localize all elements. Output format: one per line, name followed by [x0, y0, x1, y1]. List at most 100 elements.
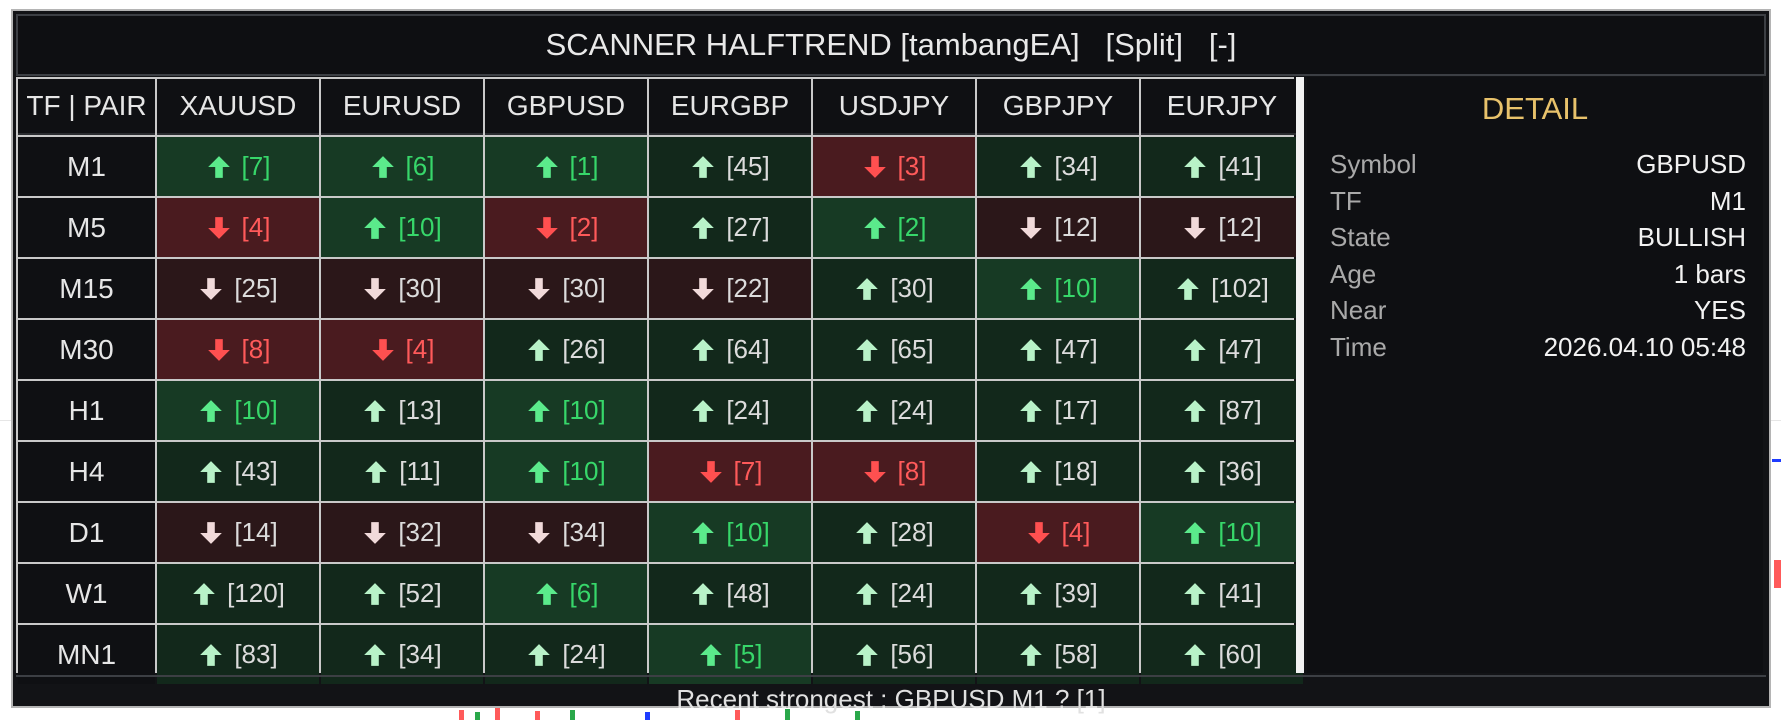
signal-cell[interactable]: [10]: [321, 198, 483, 257]
signal-age: [43]: [234, 456, 278, 486]
signal-cell[interactable]: [27]: [649, 198, 811, 257]
signal-cell[interactable]: [30]: [813, 259, 975, 318]
detail-value: M1: [1709, 185, 1746, 216]
signal-cell[interactable]: [102]: [1141, 259, 1303, 318]
signal-cell[interactable]: [10]: [977, 259, 1139, 318]
signal-cell[interactable]: [17]: [977, 381, 1139, 440]
detail-label: State: [1330, 222, 1391, 252]
signal-cell[interactable]: [24]: [649, 381, 811, 440]
signal-cell[interactable]: [8]: [813, 442, 975, 501]
signal-cell[interactable]: [4]: [157, 198, 319, 257]
signal-cell[interactable]: [24]: [813, 564, 975, 623]
pair-header-eurgbp[interactable]: EURGBP: [649, 79, 811, 135]
signal-age: [36]: [1218, 456, 1262, 486]
signal-cell[interactable]: [4]: [321, 320, 483, 379]
scanner-panel: SCANNER HALFTREND [tambangEA] [Split] [-…: [11, 9, 1771, 714]
signal-age: [48]: [726, 578, 770, 608]
signal-cell[interactable]: [32]: [321, 503, 483, 562]
signal-age: [13]: [398, 395, 442, 425]
arrow-up-icon: [1175, 276, 1201, 302]
signal-age: [87]: [1218, 395, 1262, 425]
signal-cell[interactable]: [5]: [649, 625, 811, 684]
pair-header-gbpjpy[interactable]: GBPJPY: [977, 79, 1139, 135]
signal-cell[interactable]: [10]: [1141, 503, 1303, 562]
signal-cell[interactable]: [34]: [485, 503, 647, 562]
signal-cell[interactable]: [7]: [157, 137, 319, 196]
arrow-up-icon: [534, 581, 560, 607]
signal-cell[interactable]: [2]: [485, 198, 647, 257]
signal-cell[interactable]: [26]: [485, 320, 647, 379]
signal-cell[interactable]: [120]: [157, 564, 319, 623]
pair-header-eurusd[interactable]: EURUSD: [321, 79, 483, 135]
signal-cell[interactable]: [41]: [1141, 564, 1303, 623]
arrow-up-icon: [1018, 276, 1044, 302]
signal-age: [24]: [726, 395, 770, 425]
signal-cell[interactable]: [56]: [813, 625, 975, 684]
signal-cell[interactable]: [14]: [157, 503, 319, 562]
signal-cell[interactable]: [11]: [321, 442, 483, 501]
signal-age: [4]: [405, 334, 435, 364]
signal-cell[interactable]: [10]: [485, 381, 647, 440]
signal-cell[interactable]: [6]: [321, 137, 483, 196]
signal-cell[interactable]: [18]: [977, 442, 1139, 501]
signal-cell[interactable]: [2]: [813, 198, 975, 257]
signal-cell[interactable]: [30]: [321, 259, 483, 318]
signal-age: [14]: [234, 517, 278, 547]
signal-cell[interactable]: [47]: [1141, 320, 1303, 379]
minimize-button[interactable]: [-]: [1208, 27, 1237, 62]
signal-cell[interactable]: [24]: [813, 381, 975, 440]
signal-cell[interactable]: [1]: [485, 137, 647, 196]
signal-cell[interactable]: [8]: [157, 320, 319, 379]
arrow-down-icon: [370, 337, 396, 363]
signal-cell[interactable]: [6]: [485, 564, 647, 623]
signal-cell[interactable]: [48]: [649, 564, 811, 623]
signal-cell[interactable]: [25]: [157, 259, 319, 318]
signal-cell[interactable]: [87]: [1141, 381, 1303, 440]
pair-header-eurjpy[interactable]: EURJPY: [1141, 79, 1303, 135]
detail-value: 1 bars: [1673, 258, 1746, 289]
corner-header: TF | PAIR: [18, 79, 155, 135]
signal-cell[interactable]: [4]: [977, 503, 1139, 562]
signal-cell[interactable]: [10]: [649, 503, 811, 562]
signal-cell[interactable]: [7]: [649, 442, 811, 501]
signal-cell[interactable]: [52]: [321, 564, 483, 623]
pair-header-xauusd[interactable]: XAUUSD: [157, 79, 319, 135]
pair-header-gbpusd[interactable]: GBPUSD: [485, 79, 647, 135]
arrow-up-icon: [854, 642, 880, 668]
signal-age: [10]: [1218, 517, 1262, 547]
signal-cell[interactable]: [45]: [649, 137, 811, 196]
signal-cell[interactable]: [28]: [813, 503, 975, 562]
signal-age: [24]: [562, 639, 606, 669]
signal-cell[interactable]: [39]: [977, 564, 1139, 623]
signal-cell[interactable]: [24]: [485, 625, 647, 684]
signal-cell[interactable]: [43]: [157, 442, 319, 501]
signal-cell[interactable]: [58]: [977, 625, 1139, 684]
signal-cell[interactable]: [10]: [485, 442, 647, 501]
signal-cell[interactable]: [65]: [813, 320, 975, 379]
recent-strongest-status: Recent strongest : GBPUSD M1 ? [1]: [16, 675, 1766, 714]
signal-cell[interactable]: [34]: [977, 137, 1139, 196]
signal-cell[interactable]: [60]: [1141, 625, 1303, 684]
signal-cell[interactable]: [3]: [813, 137, 975, 196]
signal-age: [65]: [890, 334, 934, 364]
signal-cell[interactable]: [13]: [321, 381, 483, 440]
signal-age: [120]: [227, 578, 285, 608]
signal-cell[interactable]: [41]: [1141, 137, 1303, 196]
signal-age: [5]: [733, 639, 763, 669]
signal-cell[interactable]: [64]: [649, 320, 811, 379]
scanner-grid: TF | PAIR XAUUSD EURUSD GBPUSD EURGBP USDJPY…: [16, 77, 1303, 684]
signal-cell[interactable]: [30]: [485, 259, 647, 318]
arrow-down-icon: [698, 459, 724, 485]
detail-value: 2026.04.10 05:48: [1543, 331, 1746, 362]
signal-cell[interactable]: [34]: [321, 625, 483, 684]
signal-cell[interactable]: [12]: [977, 198, 1139, 257]
signal-cell[interactable]: [47]: [977, 320, 1139, 379]
pair-header-usdjpy[interactable]: USDJPY: [813, 79, 975, 135]
signal-cell[interactable]: [12]: [1141, 198, 1303, 257]
chart-marker: [1772, 459, 1781, 462]
signal-cell[interactable]: [10]: [157, 381, 319, 440]
split-button[interactable]: [Split]: [1105, 27, 1183, 62]
signal-cell[interactable]: [22]: [649, 259, 811, 318]
signal-cell[interactable]: [83]: [157, 625, 319, 684]
signal-cell[interactable]: [36]: [1141, 442, 1303, 501]
